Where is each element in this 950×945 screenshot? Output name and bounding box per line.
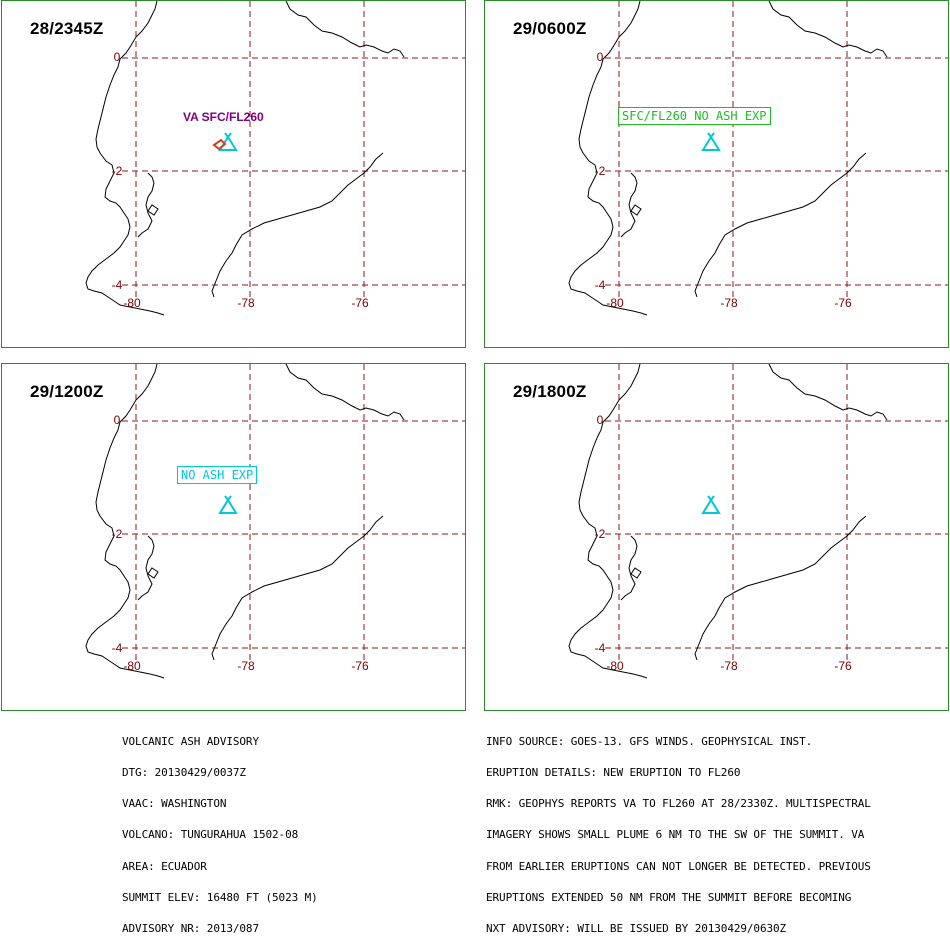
advisory-header-block: VOLCANIC ASH ADVISORY DTG: 20130429/0037… xyxy=(122,716,318,945)
coastline xyxy=(768,1,888,58)
advisory-line: IMAGERY SHOWS SMALL PLUME 6 NM TO THE SW… xyxy=(486,828,865,842)
advisory-line: ERUPTIONS EXTENDED 50 NM FROM THE SUMMIT… xyxy=(486,890,852,904)
longitude-label: -76 xyxy=(834,659,852,673)
panel-time-label: 29/0600Z xyxy=(513,19,587,38)
island-outline xyxy=(630,204,642,216)
advisory-line: FROM EARLIER ERUPTIONS CAN NOT LONGER BE… xyxy=(486,859,871,873)
advisory-line: VOLCANIC ASH ADVISORY xyxy=(122,734,259,748)
panel-time-label: 29/1800Z xyxy=(513,382,587,401)
ash-plume-polygon xyxy=(212,138,227,151)
latitude-label: -2 xyxy=(112,527,123,541)
latitude-label: 0 xyxy=(114,50,121,64)
coastline xyxy=(285,1,405,58)
coastline xyxy=(694,515,867,661)
coastline xyxy=(568,1,648,316)
panel-time-label: 28/2345Z xyxy=(30,19,104,38)
island-outline xyxy=(630,567,642,579)
coastline xyxy=(694,152,867,298)
longitude-label: -76 xyxy=(351,296,369,310)
latitude-label: 0 xyxy=(597,50,604,64)
forecast-label: NO ASH EXP xyxy=(177,466,258,484)
volcano-triangle-icon xyxy=(701,132,721,151)
coastline xyxy=(620,172,638,238)
map-canvas: 0 -2 -4-80 -78 -76 xyxy=(85,1,465,316)
coastline xyxy=(137,172,155,238)
latitude-label: 0 xyxy=(114,413,121,427)
coastline xyxy=(85,1,165,316)
advisory-line: RMK: GEOPHYS REPORTS VA TO FL260 AT 28/2… xyxy=(486,797,871,811)
latitude-label: -2 xyxy=(112,164,123,178)
advisory-line: AREA: ECUADOR xyxy=(122,859,207,873)
coastline xyxy=(768,364,888,421)
map-canvas: 0 -2 -4-80 -78 -76 xyxy=(568,364,948,679)
longitude-label: -76 xyxy=(351,659,369,673)
coastline xyxy=(568,364,648,679)
advisory-remarks-block: INFO SOURCE: GOES-13. GFS WINDS. GEOPHYS… xyxy=(486,716,871,945)
advisory-line: INFO SOURCE: GOES-13. GFS WINDS. GEOPHYS… xyxy=(486,734,813,748)
advisory-line: ADVISORY NR: 2013/087 xyxy=(122,922,259,936)
volcano-triangle-icon xyxy=(218,495,238,514)
map-canvas: 0 -2 -4-80 -78 -76 xyxy=(85,364,465,679)
latitude-label: 0 xyxy=(597,413,604,427)
coastline xyxy=(211,152,384,298)
latitude-label: -4 xyxy=(595,641,606,655)
coastline xyxy=(85,364,165,679)
panel-time-label: 29/1200Z xyxy=(30,382,104,401)
forecast-panel-2: 0 -2 -4 -80 -78 -76 29/0600Z SFC/FL260 NO ASH… xyxy=(484,0,949,348)
longitude-label: -78 xyxy=(237,659,255,673)
coastline xyxy=(620,535,638,601)
island-outline xyxy=(147,204,159,216)
longitude-label: -80 xyxy=(123,659,141,673)
forecast-panel-3: 0 -2 -4 -80 -78 -76 29/1200Z NO ASH EXP xyxy=(1,363,466,711)
advisory-line: NXT ADVISORY: WILL BE ISSUED BY 20130429… xyxy=(486,922,787,936)
longitude-label: -80 xyxy=(606,659,624,673)
volcano-triangle-icon xyxy=(701,495,721,514)
forecast-panel-1: 0 -2 -4 -80 -78 -76 28/2345Z VA SFC/FL260 xyxy=(1,0,466,348)
coastline xyxy=(285,364,405,421)
advisory-line: VOLCANO: TUNGURAHUA 1502-08 xyxy=(122,828,299,842)
advisory-line: SUMMIT ELEV: 16480 FT (5023 M) xyxy=(122,890,318,904)
advisory-line: DTG: 20130429/0037Z xyxy=(122,766,246,780)
coastline xyxy=(137,535,155,601)
longitude-label: -80 xyxy=(123,296,141,310)
latitude-label: -4 xyxy=(112,278,123,292)
longitude-label: -78 xyxy=(720,296,738,310)
island-outline xyxy=(147,567,159,579)
longitude-label: -78 xyxy=(720,659,738,673)
advisory-line: VAAC: WASHINGTON xyxy=(122,797,227,811)
longitude-label: -78 xyxy=(237,296,255,310)
longitude-label: -76 xyxy=(834,296,852,310)
forecast-label: VA SFC/FL260 xyxy=(183,110,264,124)
latitude-label: -2 xyxy=(595,164,606,178)
forecast-label: SFC/FL260 NO ASH EXP xyxy=(618,107,771,125)
longitude-label: -80 xyxy=(606,296,624,310)
latitude-label: -4 xyxy=(595,278,606,292)
map-canvas: 0 -2 -4-80 -78 -76 xyxy=(568,1,948,316)
coastline xyxy=(211,515,384,661)
advisory-line: ERUPTION DETAILS: NEW ERUPTION TO FL260 xyxy=(486,766,741,780)
latitude-label: -2 xyxy=(595,527,606,541)
latitude-label: -4 xyxy=(112,641,123,655)
forecast-panel-4: 0 -2 -4 -80 -78 -76 29/1800Z xyxy=(484,363,949,711)
